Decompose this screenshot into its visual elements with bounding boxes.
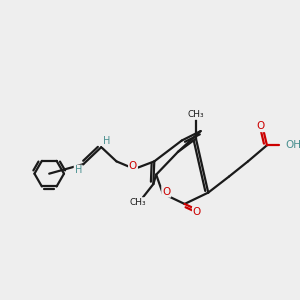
Text: CH₃: CH₃: [130, 198, 146, 207]
Text: O: O: [129, 160, 137, 170]
Text: CH₃: CH₃: [188, 110, 204, 119]
Text: O: O: [257, 121, 265, 131]
Text: O: O: [193, 207, 201, 217]
Text: O: O: [162, 187, 170, 197]
Text: H: H: [103, 136, 110, 146]
Text: OH: OH: [285, 140, 300, 150]
Text: H: H: [74, 165, 82, 176]
